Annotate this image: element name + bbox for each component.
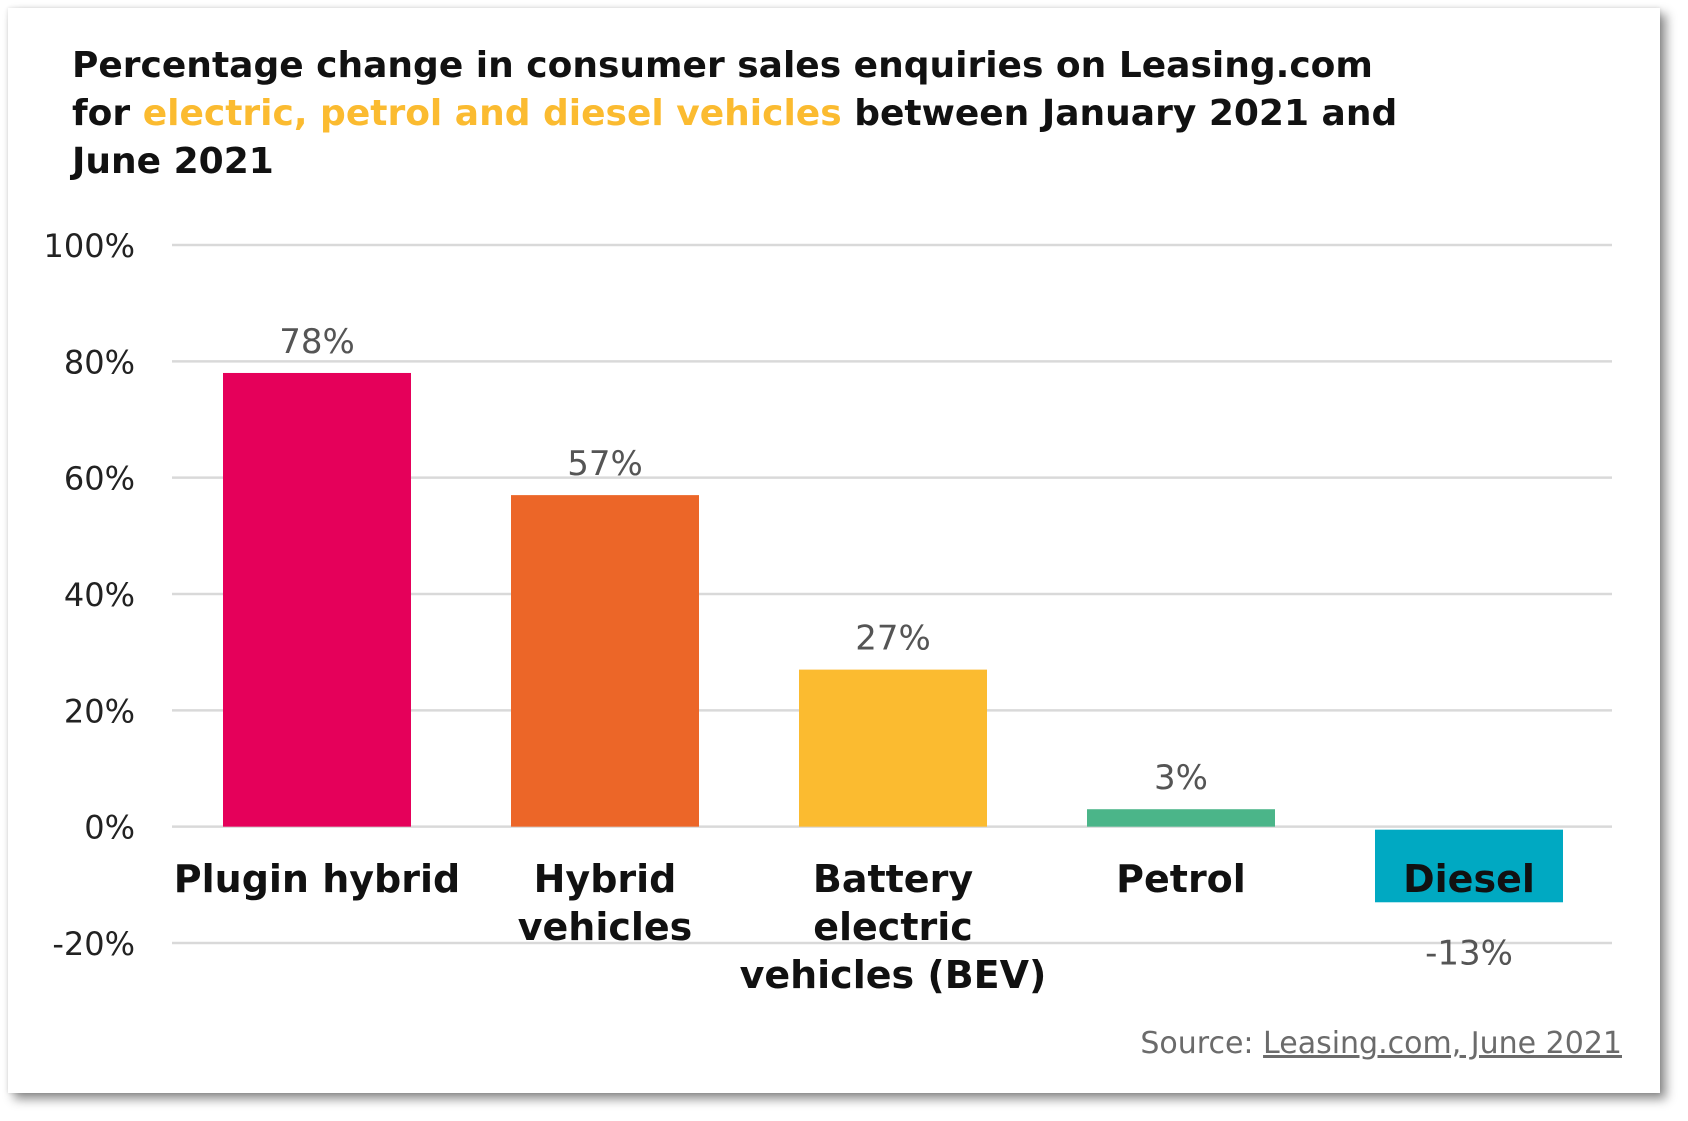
source-prefix: Source:	[1140, 1026, 1264, 1061]
category-labels: Plugin hybrid Hybrid vehicles Battery electr…	[174, 857, 1535, 997]
y-axis-tick-labels: 100% 80% 60% 40% 20% 0% -20%	[44, 227, 135, 963]
bar	[1087, 809, 1275, 827]
title-line-2: for electric, petrol and diesel vehicles…	[72, 90, 1492, 138]
title-line-2-suffix: between January 2021 and	[841, 93, 1398, 134]
value-label: 57%	[567, 444, 643, 484]
category-label-line: Plugin hybrid	[174, 857, 460, 901]
category-label: Plugin hybrid	[174, 857, 460, 901]
title-line-2-prefix: for	[72, 93, 143, 134]
category-label-line: electric	[813, 905, 973, 949]
y-tick-label: 60%	[64, 460, 135, 498]
category-label-line: Battery	[813, 857, 973, 901]
category-label: Battery electric vehicles (BEV)	[740, 857, 1047, 997]
bar	[1375, 829, 1563, 903]
value-labels: 78% 57% 27% 3% -13%	[279, 322, 1513, 973]
source-note: Source: Leasing.com, June 2021	[1140, 1026, 1622, 1061]
bar	[223, 372, 411, 827]
value-label: 27%	[855, 619, 931, 659]
bars	[223, 372, 1563, 903]
y-tick-label: 20%	[64, 692, 135, 730]
category-label-line: vehicles	[518, 905, 693, 949]
title-highlight: electric, petrol and diesel vehicles	[142, 93, 842, 134]
category-label-line: Hybrid	[534, 857, 677, 901]
chart-title: Percentage change in consumer sales enqu…	[72, 42, 1492, 186]
title-line-3: June 2021	[72, 141, 274, 182]
gridlines	[172, 243, 1612, 945]
bar	[511, 495, 699, 827]
title-line-1: Percentage change in consumer sales enqu…	[72, 45, 1373, 86]
y-tick-label: 80%	[64, 343, 135, 381]
value-label: 78%	[279, 322, 355, 362]
value-label: -13%	[1425, 933, 1513, 973]
y-tick-label: -20%	[52, 925, 135, 963]
category-label: Hybrid vehicles	[518, 857, 693, 949]
category-label-line: Petrol	[1116, 857, 1246, 901]
category-label-line: vehicles (BEV)	[740, 953, 1047, 997]
y-tick-label: 0%	[84, 809, 135, 847]
y-tick-label: 40%	[64, 576, 135, 614]
category-label: Petrol	[1116, 857, 1246, 901]
y-tick-label: 100%	[44, 227, 135, 265]
category-label-line: Diesel	[1403, 857, 1535, 901]
value-label: 3%	[1154, 758, 1208, 798]
source-link[interactable]: Leasing.com, June 2021	[1263, 1026, 1622, 1061]
category-label: Diesel	[1403, 857, 1535, 901]
bar	[799, 669, 987, 827]
